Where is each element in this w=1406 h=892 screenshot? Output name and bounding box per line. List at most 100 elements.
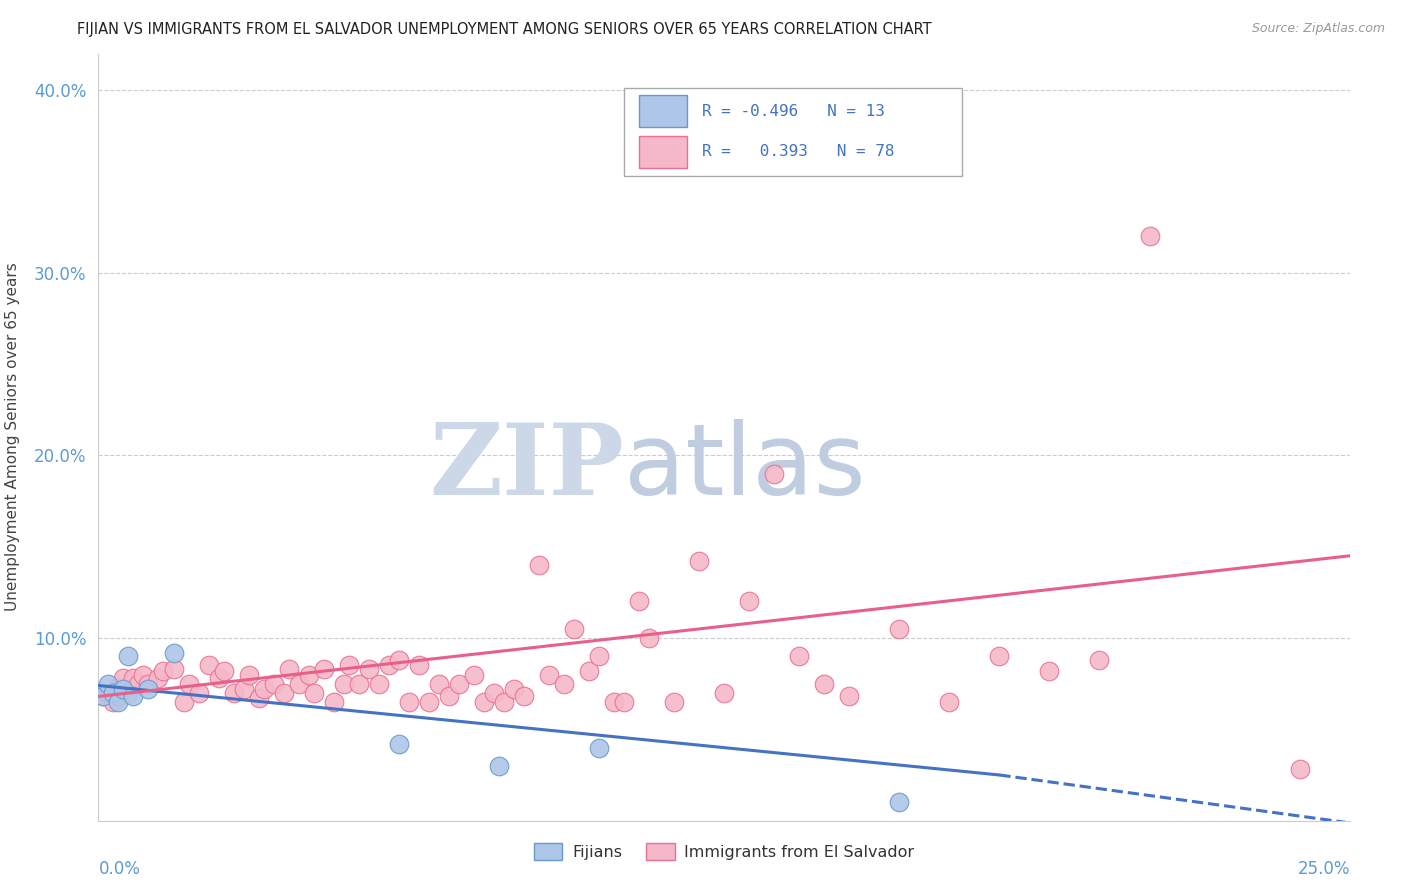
Point bbox=[813, 676, 835, 690]
Point bbox=[222, 686, 245, 700]
Point bbox=[513, 690, 536, 704]
Point bbox=[207, 671, 229, 685]
Point bbox=[107, 690, 129, 704]
Point bbox=[273, 686, 295, 700]
Point bbox=[502, 682, 524, 697]
Point bbox=[152, 664, 174, 678]
Point bbox=[197, 658, 219, 673]
Point bbox=[889, 796, 911, 810]
Point bbox=[447, 676, 470, 690]
Point bbox=[107, 681, 129, 695]
Point bbox=[472, 695, 495, 709]
Point bbox=[107, 695, 129, 709]
Point bbox=[388, 737, 411, 751]
Point bbox=[112, 682, 135, 697]
Point bbox=[398, 695, 420, 709]
Point bbox=[93, 690, 115, 704]
Point bbox=[638, 631, 661, 645]
Point bbox=[488, 759, 510, 773]
Point bbox=[492, 695, 515, 709]
Point bbox=[988, 649, 1011, 664]
Text: 0.0%: 0.0% bbox=[98, 860, 141, 878]
Point bbox=[588, 649, 610, 664]
Point bbox=[332, 676, 354, 690]
Point bbox=[787, 649, 810, 664]
Text: ZIP: ZIP bbox=[429, 419, 624, 516]
Point bbox=[347, 676, 370, 690]
Point bbox=[173, 695, 195, 709]
Point bbox=[263, 676, 285, 690]
Point bbox=[738, 594, 761, 608]
Point bbox=[613, 695, 636, 709]
Point bbox=[463, 667, 485, 681]
Text: atlas: atlas bbox=[624, 419, 866, 516]
Point bbox=[103, 695, 125, 709]
Point bbox=[713, 686, 735, 700]
Text: R = -0.496   N = 13: R = -0.496 N = 13 bbox=[702, 103, 884, 119]
Point bbox=[418, 695, 440, 709]
Point bbox=[662, 695, 685, 709]
Point bbox=[122, 671, 145, 685]
Point bbox=[252, 682, 274, 697]
Point bbox=[357, 662, 380, 676]
Point bbox=[627, 594, 650, 608]
Point bbox=[117, 686, 139, 700]
FancyBboxPatch shape bbox=[638, 95, 686, 128]
Point bbox=[527, 558, 550, 572]
Point bbox=[162, 662, 184, 676]
Text: FIJIAN VS IMMIGRANTS FROM EL SALVADOR UNEMPLOYMENT AMONG SENIORS OVER 65 YEARS C: FIJIAN VS IMMIGRANTS FROM EL SALVADOR UN… bbox=[77, 22, 932, 37]
Point bbox=[588, 740, 610, 755]
Point bbox=[103, 686, 125, 700]
Point bbox=[112, 671, 135, 685]
Point bbox=[838, 690, 860, 704]
Point bbox=[482, 686, 505, 700]
Point bbox=[377, 658, 399, 673]
Text: 25.0%: 25.0% bbox=[1298, 860, 1350, 878]
FancyBboxPatch shape bbox=[638, 136, 686, 168]
Point bbox=[132, 667, 155, 681]
Point bbox=[938, 695, 960, 709]
Point bbox=[437, 690, 460, 704]
Point bbox=[312, 662, 335, 676]
Point bbox=[212, 664, 235, 678]
Point bbox=[138, 682, 160, 697]
Point bbox=[298, 667, 321, 681]
Point bbox=[127, 676, 149, 690]
Point bbox=[162, 646, 184, 660]
Point bbox=[553, 676, 575, 690]
Point bbox=[97, 686, 120, 700]
Point bbox=[1139, 229, 1161, 244]
Legend: Fijians, Immigrants from El Salvador: Fijians, Immigrants from El Salvador bbox=[527, 837, 921, 866]
Point bbox=[603, 695, 626, 709]
Point bbox=[578, 664, 600, 678]
Point bbox=[1088, 653, 1111, 667]
Point bbox=[287, 676, 309, 690]
Point bbox=[247, 691, 270, 706]
Point bbox=[122, 690, 145, 704]
Text: Source: ZipAtlas.com: Source: ZipAtlas.com bbox=[1251, 22, 1385, 36]
Point bbox=[1288, 763, 1310, 777]
Point bbox=[1038, 664, 1060, 678]
Point bbox=[688, 554, 710, 568]
Point bbox=[367, 676, 389, 690]
Point bbox=[238, 667, 260, 681]
Point bbox=[427, 676, 450, 690]
Point bbox=[148, 671, 170, 685]
Point bbox=[388, 653, 411, 667]
Point bbox=[408, 658, 430, 673]
Point bbox=[277, 662, 299, 676]
Point bbox=[177, 676, 200, 690]
Point bbox=[562, 622, 585, 636]
Point bbox=[337, 658, 360, 673]
Point bbox=[138, 676, 160, 690]
Point bbox=[97, 676, 120, 690]
FancyBboxPatch shape bbox=[624, 88, 962, 177]
Point bbox=[187, 686, 209, 700]
Point bbox=[117, 649, 139, 664]
Text: R =   0.393   N = 78: R = 0.393 N = 78 bbox=[702, 145, 894, 159]
Point bbox=[232, 682, 254, 697]
Point bbox=[889, 622, 911, 636]
Point bbox=[112, 682, 135, 697]
Point bbox=[763, 467, 786, 481]
Y-axis label: Unemployment Among Seniors over 65 years: Unemployment Among Seniors over 65 years bbox=[6, 263, 20, 611]
